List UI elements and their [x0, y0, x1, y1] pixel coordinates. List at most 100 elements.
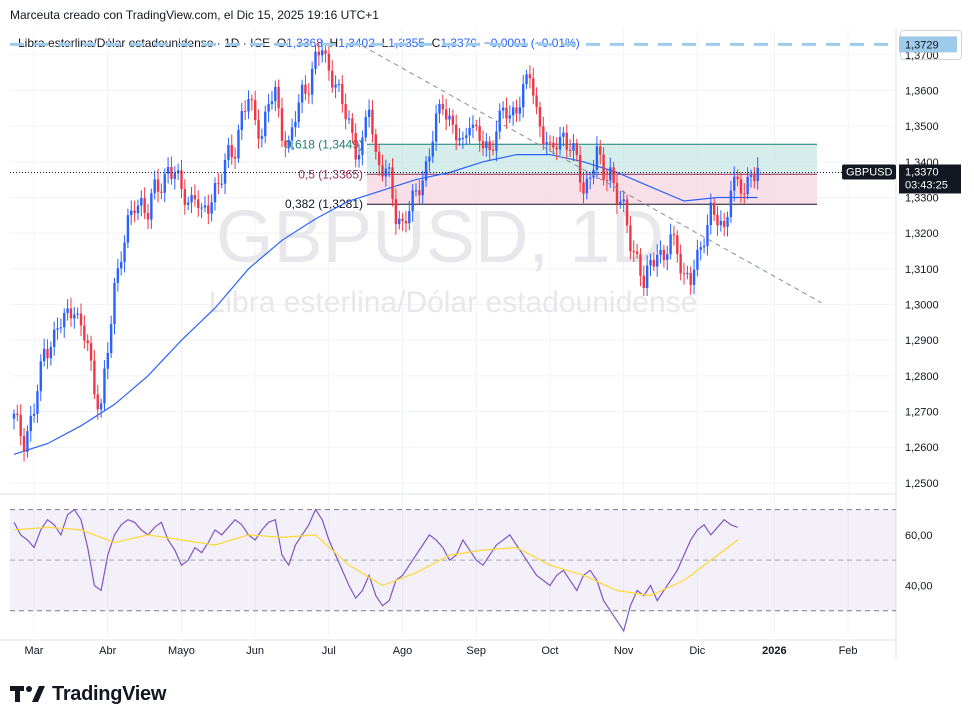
- candle-body: [341, 84, 344, 105]
- candle-body: [361, 137, 364, 155]
- candle-body: [491, 149, 495, 151]
- candle-body: [113, 282, 116, 325]
- candle-body: [575, 143, 578, 155]
- candle-body: [431, 141, 434, 157]
- candle-body: [542, 126, 545, 145]
- candle-body: [351, 118, 354, 133]
- rsi-line: [13, 508, 738, 633]
- candle-body: [83, 325, 86, 341]
- price-tick-label: 1,3300: [905, 192, 939, 204]
- candle-body: [712, 202, 716, 215]
- candle-body: [63, 312, 66, 328]
- candle-body: [756, 167, 759, 182]
- candle-body: [73, 314, 76, 319]
- candle-body: [535, 95, 538, 108]
- candle-body: [233, 157, 237, 159]
- candle-body: [203, 205, 207, 208]
- candle-body: [702, 245, 706, 248]
- candle-body: [377, 151, 381, 166]
- candle-body: [280, 108, 284, 141]
- candle-body: [451, 115, 455, 125]
- tradingview-logo-icon: [10, 686, 45, 702]
- candle-body: [250, 99, 254, 101]
- candle-body: [76, 313, 79, 315]
- candle-body: [106, 353, 109, 369]
- candle-body: [150, 193, 153, 220]
- candle-body: [156, 179, 160, 192]
- candle-body: [552, 142, 555, 148]
- symbol-description: Libra esterlina/Dólar estadounidense · 1…: [18, 36, 271, 50]
- candle-body: [408, 211, 411, 224]
- candle-body: [56, 328, 59, 330]
- symbol-tag: [842, 164, 896, 180]
- rsi-pane: [10, 508, 896, 633]
- candle-body: [130, 210, 133, 216]
- candle-body: [334, 84, 337, 88]
- candle-body: [619, 201, 622, 204]
- moving-average: [13, 154, 758, 455]
- tradingview-logo[interactable]: TradingView: [10, 682, 166, 706]
- candle-body: [337, 84, 341, 86]
- candle-body: [29, 415, 32, 432]
- candle-body: [585, 178, 589, 194]
- candle-body: [16, 413, 19, 415]
- candle-body: [434, 113, 438, 142]
- watermark-symbol: GBPUSD, 1D: [216, 195, 664, 278]
- candle-body: [589, 177, 592, 179]
- candle-body: [39, 361, 42, 392]
- last-price-tag: [899, 164, 961, 194]
- candle-body: [12, 413, 16, 419]
- candle-body: [401, 218, 404, 221]
- candle-body: [213, 183, 217, 203]
- candle-body: [706, 225, 709, 246]
- candle-body: [176, 170, 180, 174]
- candle-body: [629, 225, 632, 252]
- candle-body: [116, 268, 120, 283]
- candle-body: [274, 86, 277, 102]
- candle-body: [307, 93, 310, 95]
- candle-body: [743, 193, 746, 195]
- candle-body: [240, 111, 243, 130]
- candle-body: [347, 118, 351, 120]
- candle-body: [126, 215, 130, 243]
- candle-body: [99, 403, 103, 410]
- candle-body: [515, 107, 518, 114]
- candle-body: [444, 109, 448, 120]
- candle-body: [632, 251, 635, 253]
- candle-body: [595, 146, 599, 170]
- candle-body: [66, 308, 69, 313]
- candle-body: [652, 259, 656, 267]
- candle-body: [656, 254, 659, 267]
- candle-body: [468, 127, 471, 136]
- candle-body: [495, 131, 498, 151]
- trendline: [362, 45, 822, 304]
- overlays: [10, 42, 896, 304]
- time-tick-label: Dic: [689, 645, 705, 657]
- candle-body: [166, 166, 170, 174]
- candle-body: [649, 259, 652, 266]
- candle-body: [109, 324, 113, 354]
- candle-body: [136, 205, 140, 214]
- time-tick-label: Mayo: [168, 645, 195, 657]
- candle-body: [723, 221, 726, 227]
- candle-body: [418, 190, 421, 196]
- rsi-ma-line: [13, 526, 738, 597]
- time-tick-label: Nov: [614, 645, 634, 657]
- close-label: C: [431, 36, 441, 50]
- price-tick-label: 1,3600: [905, 85, 939, 97]
- candle-body: [183, 189, 187, 205]
- candle-body: [354, 132, 357, 160]
- candle-body: [133, 210, 136, 214]
- candle-body: [220, 183, 223, 185]
- candle-body: [96, 394, 99, 410]
- change-value: −0,0001 (−0,01%): [483, 36, 580, 50]
- time-tick-label: Jul: [322, 645, 336, 657]
- candle-body: [414, 190, 418, 192]
- candle-body: [525, 74, 528, 85]
- candle-body: [404, 220, 408, 224]
- candle-body: [739, 179, 743, 194]
- candle-body: [394, 199, 398, 225]
- candle-body: [455, 124, 458, 141]
- candle-body: [46, 348, 49, 359]
